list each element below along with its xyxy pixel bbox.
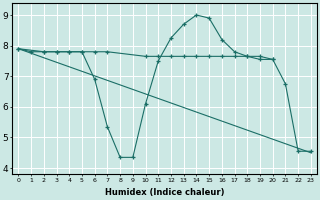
X-axis label: Humidex (Indice chaleur): Humidex (Indice chaleur) — [105, 188, 224, 197]
